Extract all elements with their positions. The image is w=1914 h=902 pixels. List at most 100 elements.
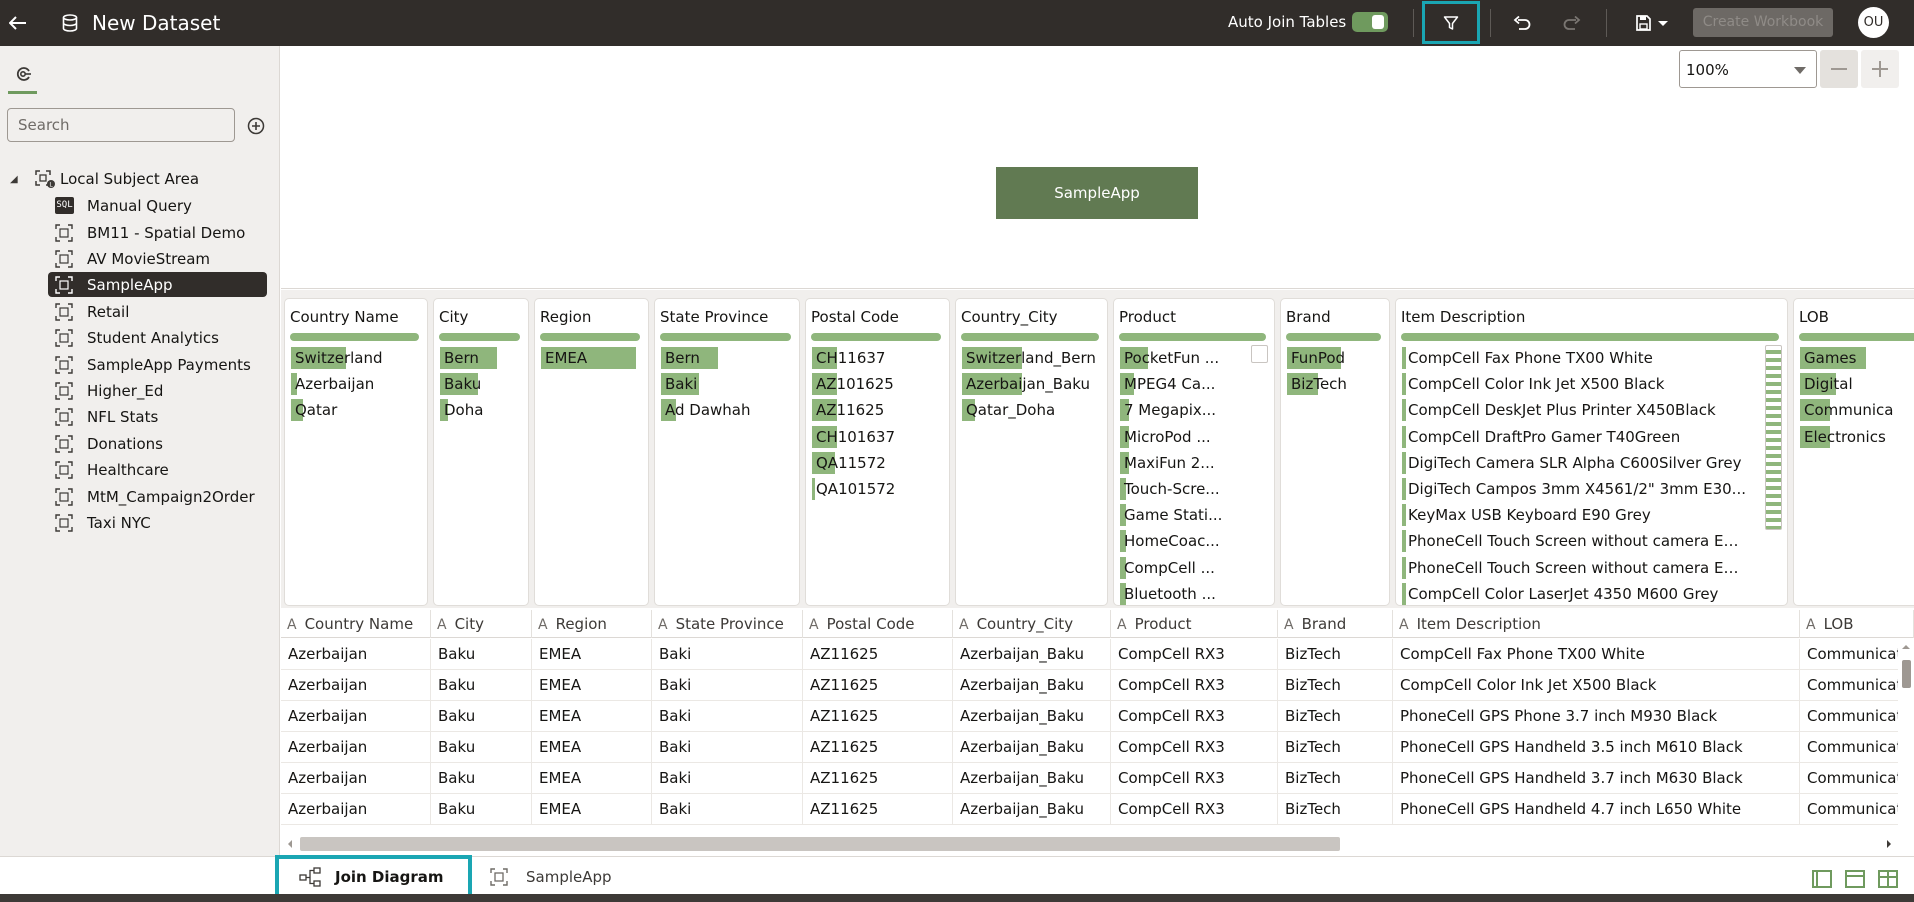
table-cell[interactable]: CompCell Fax Phone TX00 White — [1393, 639, 1800, 670]
auto-join-toggle[interactable] — [1352, 12, 1388, 32]
value-bar-row[interactable]: PocketFun ... — [1114, 345, 1274, 371]
table-row[interactable]: Azerbaijan Baku EMEA Baki AZ11625 Azerbaijan_… — [281, 639, 1914, 670]
table-cell[interactable]: Baki — [652, 639, 803, 670]
table-cell[interactable]: AZ11625 — [803, 670, 953, 701]
sidebar-item-student-analytics[interactable]: Student Analytics — [48, 325, 267, 350]
horizontal-scroll-thumb[interactable] — [300, 837, 1340, 851]
profile-card-city[interactable]: City Bern Baku Doha — [433, 298, 529, 606]
table-cell[interactable]: AZ11625 — [803, 701, 953, 732]
value-bar-row[interactable]: Games — [1794, 345, 1914, 371]
table-cell[interactable]: Azerbaijan_Baku — [953, 763, 1111, 794]
table-cell[interactable]: BizTech — [1278, 701, 1393, 732]
table-cell[interactable]: Baku — [431, 701, 532, 732]
table-cell[interactable]: Communicat — [1800, 639, 1914, 670]
table-cell[interactable]: CompCell RX3 — [1111, 763, 1278, 794]
sidebar-item-sampleapp[interactable]: SampleApp — [48, 272, 267, 297]
table-cell[interactable]: Baku — [431, 732, 532, 763]
redo-icon[interactable] — [1558, 0, 1586, 46]
value-bar-row[interactable]: Qatar_Doha — [956, 397, 1107, 423]
sidebar-item-retail[interactable]: Retail — [48, 299, 267, 324]
column-header-item-description[interactable]: A Item Description — [1393, 610, 1800, 638]
value-bar-row[interactable]: Azerbaijan_Baku — [956, 371, 1107, 397]
sidebar-item-mtm-campaign2order[interactable]: MtM_Campaign2Order — [48, 484, 267, 509]
value-bar-row[interactable]: CH101637 — [806, 424, 949, 450]
sidebar-item-bm11-spatial-demo[interactable]: BM11 - Spatial Demo — [48, 220, 267, 245]
profile-card-state-province[interactable]: State Province Bern Baki Ad Dawhah — [654, 298, 800, 606]
layout-grid-icon[interactable] — [1878, 870, 1898, 888]
table-row[interactable]: Azerbaijan Baku EMEA Baki AZ11625 Azerbaijan_… — [281, 701, 1914, 732]
vertical-scrollbar[interactable] — [1898, 638, 1914, 828]
table-cell[interactable]: Baki — [652, 670, 803, 701]
profile-card-region[interactable]: Region EMEA — [534, 298, 649, 606]
table-cell[interactable]: Communicat — [1800, 794, 1914, 825]
sidebar-item-av-moviestream[interactable]: AV MovieStream — [48, 246, 267, 271]
value-bar-row[interactable]: DigiTech Campos 3mm X4561/2" 3mm E30... — [1396, 476, 1787, 502]
vertical-scroll-thumb[interactable] — [1902, 660, 1911, 688]
value-bar-row[interactable]: MaxiFun 2... — [1114, 450, 1274, 476]
value-bar-row[interactable]: 7 Megapix... — [1114, 397, 1274, 423]
profile-card-country-name[interactable]: Country Name Switzerland Azerbaijan Qatar — [284, 298, 428, 606]
table-cell[interactable]: BizTech — [1278, 670, 1393, 701]
table-cell[interactable]: Azerbaijan_Baku — [953, 639, 1111, 670]
table-cell[interactable]: Baku — [431, 639, 532, 670]
table-cell[interactable]: Azerbaijan — [281, 670, 431, 701]
sidebar-item-higher-ed[interactable]: Higher_Ed — [48, 378, 267, 403]
table-cell[interactable]: Baki — [652, 794, 803, 825]
zoom-out-button[interactable] — [1820, 50, 1858, 88]
table-cell[interactable]: Baku — [431, 794, 532, 825]
value-bar-row[interactable]: CompCell DeskJet Plus Printer X450Black — [1396, 397, 1787, 423]
column-header-brand[interactable]: A Brand — [1278, 610, 1393, 638]
value-bar-row[interactable]: EMEA — [535, 345, 648, 371]
data-tab[interactable] — [8, 56, 37, 94]
table-cell[interactable]: Communicat — [1800, 670, 1914, 701]
value-bar-row[interactable]: Touch-Scre... — [1114, 476, 1274, 502]
value-bar-row[interactable]: Ad Dawhah — [655, 397, 799, 423]
profile-scrollbar[interactable] — [1251, 345, 1268, 363]
table-cell[interactable]: PhoneCell GPS Handheld 3.5 inch M610 Bla… — [1393, 732, 1800, 763]
tab-sampleapp[interactable]: SampleApp — [490, 858, 612, 896]
table-cell[interactable]: EMEA — [532, 670, 652, 701]
table-cell[interactable]: Azerbaijan_Baku — [953, 732, 1111, 763]
sidebar-item-taxi-nyc[interactable]: Taxi NYC — [48, 510, 267, 535]
table-cell[interactable]: Azerbaijan — [281, 639, 431, 670]
value-bar-row[interactable]: Switzerland_Bern — [956, 345, 1107, 371]
table-cell[interactable]: PhoneCell GPS Phone 3.7 inch M930 Black — [1393, 701, 1800, 732]
table-cell[interactable]: CompCell Color Ink Jet X500 Black — [1393, 670, 1800, 701]
join-diagram-canvas[interactable]: 100% SampleApp — [281, 46, 1914, 289]
value-bar-row[interactable]: AZ11625 — [806, 397, 949, 423]
table-cell[interactable]: CompCell RX3 — [1111, 639, 1278, 670]
back-arrow-icon[interactable] — [4, 0, 32, 46]
profile-card-brand[interactable]: Brand FunPod BizTech — [1280, 298, 1390, 606]
table-cell[interactable]: EMEA — [532, 732, 652, 763]
value-bar-row[interactable]: CompCell Color Ink Jet X500 Black — [1396, 371, 1787, 397]
value-bar-row[interactable]: PhoneCell Touch Screen without camera E1… — [1396, 555, 1787, 581]
user-avatar[interactable]: OU — [1858, 7, 1889, 38]
value-bar-row[interactable]: DigiTech Camera SLR Alpha C600Silver Gre… — [1396, 450, 1787, 476]
layout-top-panel-icon[interactable] — [1845, 870, 1865, 888]
table-cell[interactable]: BizTech — [1278, 732, 1393, 763]
table-cell[interactable]: Azerbaijan_Baku — [953, 701, 1111, 732]
table-cell[interactable]: Baku — [431, 670, 532, 701]
tree-root-local-subject-area[interactable]: ◢ L Local Subject Area — [10, 166, 270, 192]
value-bar-row[interactable]: PhoneCell Touch Screen without camera E1… — [1396, 528, 1787, 554]
sidebar-item-manual-query[interactable]: SQL Manual Query — [48, 193, 267, 218]
table-cell[interactable]: Baki — [652, 732, 803, 763]
sidebar-item-donations[interactable]: Donations — [48, 431, 267, 456]
profile-card-item-description[interactable]: Item Description CompCell Fax Phone TX00 … — [1395, 298, 1788, 606]
column-header-postal-code[interactable]: A Postal Code — [803, 610, 953, 638]
zoom-select[interactable]: 100% — [1679, 50, 1817, 88]
table-cell[interactable]: Azerbaijan — [281, 732, 431, 763]
table-cell[interactable]: PhoneCell GPS Handheld 4.7 inch L650 Whi… — [1393, 794, 1800, 825]
add-icon[interactable] — [246, 116, 266, 136]
column-header-country-city[interactable]: A Country_City — [953, 610, 1111, 638]
table-row[interactable]: Azerbaijan Baku EMEA Baki AZ11625 Azerbaijan_… — [281, 732, 1914, 763]
undo-icon[interactable] — [1508, 0, 1536, 46]
profile-card-country-city[interactable]: Country_City Switzerland_Bern Azerbaijan_B… — [955, 298, 1108, 606]
value-bar-row[interactable]: Switzerland — [285, 345, 427, 371]
value-bar-row[interactable]: Game Stati... — [1114, 502, 1274, 528]
value-bar-row[interactable]: Bern — [655, 345, 799, 371]
table-cell[interactable]: EMEA — [532, 639, 652, 670]
table-cell[interactable]: Communicat — [1800, 701, 1914, 732]
table-cell[interactable]: Communicat — [1800, 732, 1914, 763]
save-menu-button[interactable] — [1630, 0, 1676, 46]
